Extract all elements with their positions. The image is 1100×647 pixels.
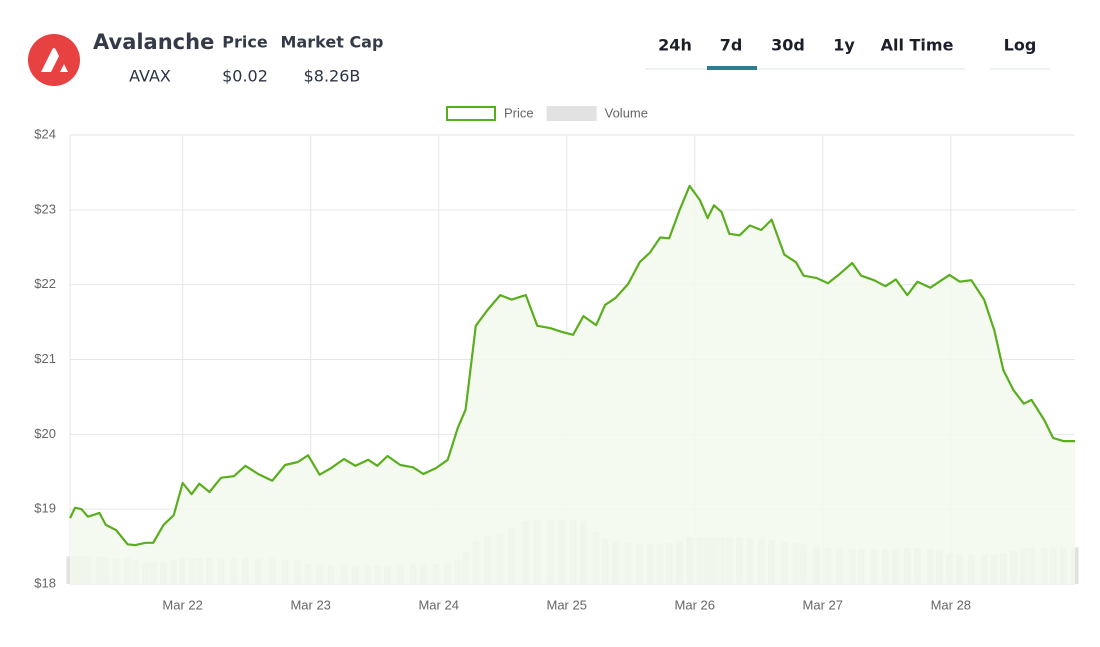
tab[interactable]: 1y: [833, 36, 855, 55]
y-tick-label: $24: [34, 126, 56, 141]
legend-label[interactable]: Volume: [605, 105, 648, 120]
y-tick-label: $23: [34, 201, 56, 216]
log-toggle[interactable]: Log: [1004, 36, 1037, 55]
x-tick-label: Mar 26: [675, 597, 715, 612]
plot: $18 $19 $20 $21 $22 $23 $24 Mar 22 Mar 23 Mar 24 M…: [34, 105, 1079, 612]
tab[interactable]: 30d: [771, 36, 805, 55]
stat-value: $8.26B: [304, 67, 361, 86]
y-tick-label: $22: [34, 276, 56, 291]
y-tick-label: $21: [34, 351, 56, 366]
stat-value: $0.02: [222, 67, 268, 86]
x-tick-label: Mar 24: [418, 597, 458, 612]
legend-swatch: [546, 106, 597, 121]
tabs: 24h 7d 30d 1y All Time: [658, 36, 954, 70]
coin-name: Avalanche: [93, 30, 214, 54]
price-area: [70, 185, 1075, 584]
y-tick-label: $20: [34, 426, 56, 441]
legend-label[interactable]: Price: [504, 105, 534, 120]
x-tick-label: Mar 28: [931, 597, 971, 612]
y-tick-label: $19: [34, 501, 56, 516]
price-line: [69, 184, 1075, 547]
x-tick-label: Mar 22: [162, 597, 202, 612]
legend-swatch: [446, 106, 496, 121]
tab[interactable]: All Time: [881, 36, 954, 55]
x-tick-label: Mar 25: [547, 597, 587, 612]
coin-symbol: AVAX: [129, 67, 171, 86]
y-tick-label: $18: [34, 575, 56, 590]
tab[interactable]: 24h: [658, 36, 692, 55]
logo-glyph: [41, 48, 68, 72]
x-tick-label: Mar 23: [290, 597, 330, 612]
stat-label: Price: [222, 33, 268, 52]
stat-label: Market Cap: [281, 33, 384, 52]
tab-underline: [707, 66, 757, 70]
tab[interactable]: 7d: [720, 36, 743, 55]
x-tick-label: Mar 27: [803, 597, 843, 612]
